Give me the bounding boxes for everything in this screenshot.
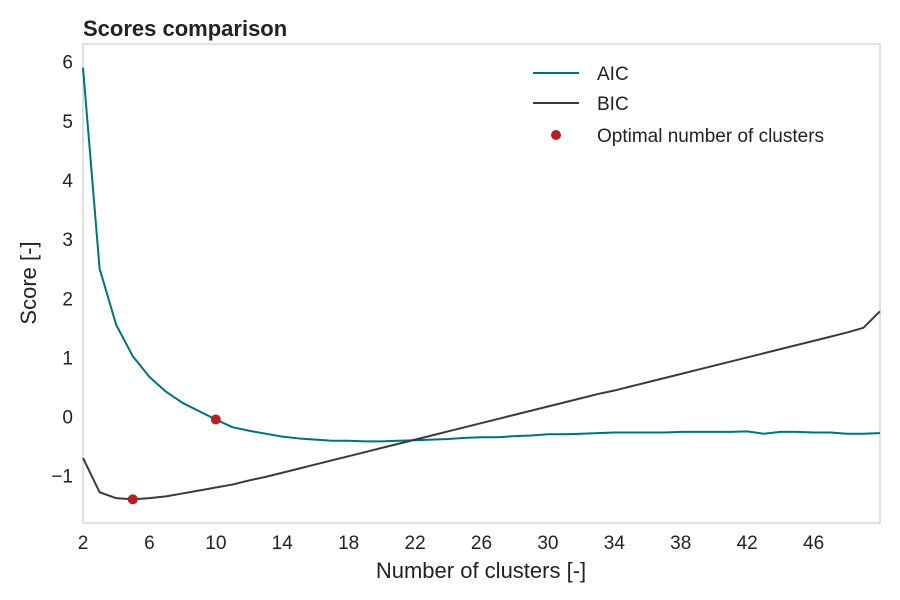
- x-tick-label: 14: [272, 533, 294, 554]
- legend-swatch-optimal: [551, 130, 561, 140]
- series-line-aic: [82, 67, 881, 443]
- y-tick-label: 0: [62, 408, 73, 429]
- optimal-point-marker: [127, 494, 138, 505]
- optimal-point-marker: [210, 414, 221, 425]
- y-tick-label: 3: [62, 230, 73, 251]
- x-tick-label: 38: [670, 533, 691, 554]
- y-axis-label: Score [-]: [16, 241, 41, 324]
- x-tick-label: 42: [737, 533, 758, 554]
- x-tick-label: 2: [78, 533, 89, 554]
- x-axis-ticks: 2 6 10 14 18 22 26 30 34 38 42 46: [78, 533, 824, 554]
- optimal-points-layer: [127, 414, 221, 505]
- y-tick-label: 2: [62, 289, 73, 310]
- x-axis-label: Number of clusters [-]: [376, 558, 586, 583]
- y-axis-ticks: −1 0 1 2 3 4 5 6: [51, 53, 73, 488]
- x-tick-label: 26: [471, 533, 492, 554]
- y-tick-label: 4: [62, 171, 73, 192]
- series-line-bic: [82, 310, 881, 501]
- x-tick-label: 34: [604, 533, 626, 554]
- legend: AIC BIC Optimal number of clusters: [533, 64, 824, 147]
- legend-label-optimal: Optimal number of clusters: [597, 126, 824, 147]
- y-tick-label: −1: [51, 467, 73, 488]
- x-tick-label: 10: [205, 533, 226, 554]
- y-tick-label: 5: [62, 112, 73, 133]
- x-tick-label: 22: [405, 533, 426, 554]
- x-tick-label: 18: [338, 533, 359, 554]
- plot-frame: [82, 43, 881, 524]
- y-tick-label: 6: [62, 53, 73, 74]
- chart-title: Scores comparison: [83, 16, 287, 41]
- x-tick-label: 6: [144, 533, 155, 554]
- x-tick-label: 46: [803, 533, 824, 554]
- legend-label-aic: AIC: [597, 64, 629, 85]
- x-tick-label: 30: [537, 533, 558, 554]
- legend-label-bic: BIC: [597, 94, 629, 115]
- y-tick-label: 1: [62, 348, 73, 369]
